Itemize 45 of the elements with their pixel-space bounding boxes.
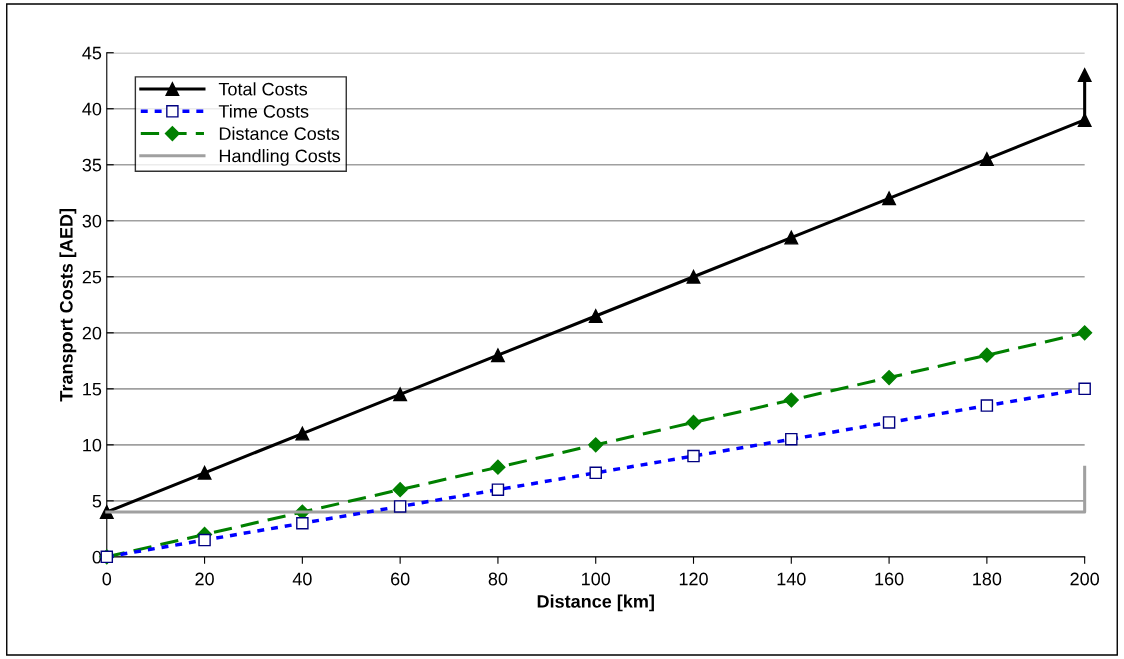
point xyxy=(783,392,799,408)
y-tick-label: 35 xyxy=(82,158,102,172)
legend-label: Distance Costs xyxy=(219,126,340,141)
point xyxy=(392,482,408,498)
y-tick-label: 20 xyxy=(82,326,102,340)
legend-label: Time Costs xyxy=(218,104,309,118)
y-tick-label: 15 xyxy=(83,382,102,396)
point xyxy=(882,191,897,206)
y-tick-label: 10 xyxy=(83,438,102,452)
x-tick-label: 160 xyxy=(875,572,904,586)
x-tick-label: 20 xyxy=(195,572,214,586)
point xyxy=(881,370,897,386)
point xyxy=(1077,112,1092,127)
x-axis-title: Distance [km] xyxy=(537,594,654,612)
y-tick-label: 5 xyxy=(92,494,102,508)
x-tick-label: 100 xyxy=(582,572,611,586)
x-tick-label: 120 xyxy=(679,572,708,586)
y-tick-label: 40 xyxy=(82,102,102,116)
point xyxy=(588,437,604,453)
point xyxy=(686,269,701,284)
point xyxy=(197,465,212,480)
y-axis-title: Transport Costs [AED] xyxy=(59,208,77,402)
y-tick-label: 30 xyxy=(82,214,102,228)
legend-label: Total Costs xyxy=(218,82,308,96)
x-tick-label: 80 xyxy=(488,572,508,586)
x-tick-label: 0 xyxy=(102,572,112,586)
x-tick-label: 200 xyxy=(1070,572,1100,586)
point xyxy=(685,414,702,430)
x-tick-label: 140 xyxy=(777,572,806,586)
y-tick-label: 45 xyxy=(82,46,102,60)
point xyxy=(490,348,505,363)
point xyxy=(979,152,994,167)
point xyxy=(979,347,995,363)
legend-label: Handling Costs xyxy=(219,149,341,166)
x-tick-label: 40 xyxy=(292,572,312,586)
point xyxy=(1077,325,1093,341)
y-tick-label: 25 xyxy=(82,270,102,284)
point xyxy=(295,426,310,441)
point xyxy=(393,387,408,402)
point xyxy=(784,230,799,245)
x-tick-label: 60 xyxy=(391,572,410,586)
point xyxy=(588,309,603,323)
point xyxy=(490,459,506,475)
x-tick-label: 180 xyxy=(973,572,1002,586)
point xyxy=(1077,68,1092,83)
